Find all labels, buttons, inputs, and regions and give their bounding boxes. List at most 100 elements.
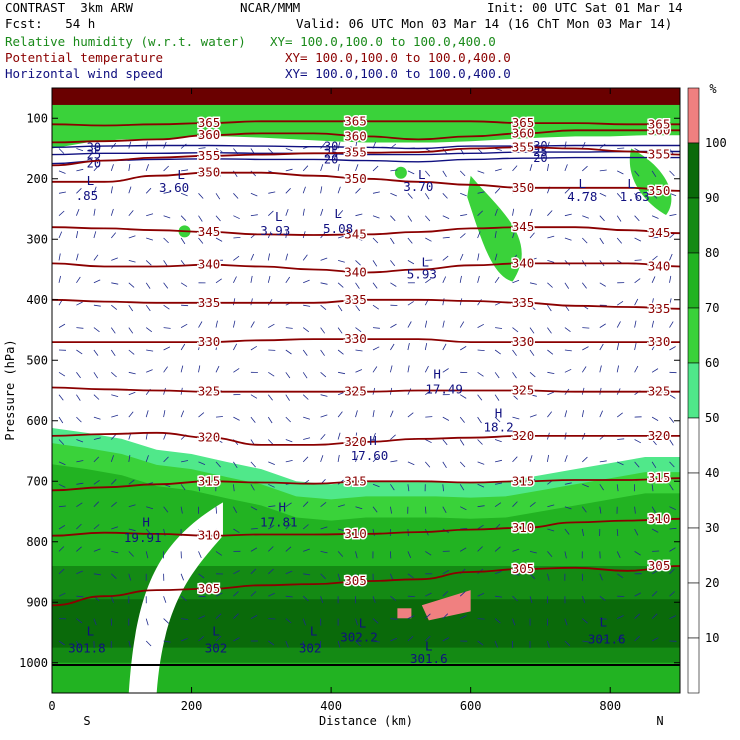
wind-vector: [198, 343, 201, 351]
wind-vector: [581, 410, 584, 418]
wind-vector: [163, 237, 169, 244]
wind-vector: [599, 460, 607, 463]
wind-vector: [669, 615, 677, 619]
wind-vector: [76, 502, 83, 508]
wind-vector: [180, 484, 186, 491]
wind-vector: [407, 343, 410, 351]
theta-contour-label: 355: [198, 148, 221, 163]
wind-vector: [198, 237, 204, 244]
theta-contour-label: 325: [344, 384, 367, 399]
wind-vector: [215, 551, 223, 556]
x-tick-label: 400: [320, 699, 342, 713]
wind-vector: [355, 327, 362, 333]
wind-vector: [145, 618, 149, 626]
extremum-label: L: [310, 624, 318, 639]
x-tick-label: 200: [181, 699, 203, 713]
extremum-label: 302: [205, 640, 228, 655]
wind-vector: [320, 501, 327, 508]
forecast-hour: Fcst: 54 h: [5, 16, 96, 31]
wind-vector: [529, 349, 535, 356]
wind-vector: [128, 235, 136, 239]
wind-vector: [198, 595, 206, 598]
wind-vector: [146, 237, 154, 241]
theta-contour-label: 345: [344, 226, 367, 241]
wind-vector: [372, 528, 375, 536]
wind-vector: [110, 349, 116, 357]
rh-dry-notch: [128, 502, 223, 693]
colorbar-segment: [687, 307, 700, 364]
theta-contour-label: 340: [198, 257, 221, 272]
y-tick-label: 400: [26, 293, 48, 307]
wind-vector: [442, 343, 447, 351]
colorbar-segment: [687, 142, 700, 199]
wind-vector: [634, 215, 640, 222]
wind-vector: [390, 618, 398, 620]
extremum-label: 19.91: [124, 530, 162, 545]
wind-vector: [494, 349, 501, 355]
wind-vector: [355, 410, 358, 418]
wind-vector: [651, 215, 659, 219]
wind-vector: [390, 192, 397, 197]
wind-vector: [233, 591, 239, 597]
wind-vector: [634, 592, 641, 597]
wind-vector: [390, 573, 394, 581]
wind-vector: [250, 345, 258, 351]
wind-vector: [529, 414, 537, 418]
wind-vector: [320, 304, 327, 311]
extremum-label: H: [495, 406, 503, 421]
extremum-label: 301.6: [588, 631, 626, 646]
wind-vector: [58, 253, 61, 261]
wind-vector: [547, 551, 553, 557]
wind-vector: [634, 193, 639, 200]
theta-contour-310: [52, 517, 680, 537]
wind-vector: [93, 437, 101, 440]
wind-vector: [76, 188, 82, 194]
wind-vector: [651, 255, 658, 261]
wind-vector: [93, 165, 99, 172]
wind-vector: [285, 253, 288, 261]
theta-contour-label: 330: [512, 334, 535, 349]
wind-vector: [320, 327, 326, 334]
theta-contour-label: 365: [512, 115, 535, 130]
wind-vector: [459, 591, 466, 597]
wind-vector: [372, 640, 380, 643]
extremum-label: H: [369, 433, 377, 448]
wind-vector: [250, 192, 258, 197]
wind-vector: [390, 365, 393, 373]
wind-vector: [494, 502, 502, 508]
extremum-label: L: [87, 173, 95, 188]
wind-vector: [180, 343, 186, 351]
wind-vector: [285, 394, 290, 401]
extremum-label: 5.08: [323, 221, 353, 236]
extremum-label: 5.93: [407, 267, 437, 282]
wind-vector: [337, 327, 343, 334]
wind-vector: [58, 546, 65, 552]
wind-vector: [250, 394, 258, 399]
wind-vector: [128, 282, 135, 288]
wind-vector: [93, 479, 100, 485]
wind-vector: [93, 208, 96, 216]
wind-vector: [372, 506, 378, 513]
wind-vector: [634, 635, 640, 642]
y-tick-label: 500: [26, 353, 48, 367]
wind-vector: [494, 148, 502, 151]
wind-vector: [302, 524, 309, 530]
wind-vector: [337, 210, 344, 216]
wind-vector: [599, 192, 607, 197]
wind-vector: [669, 214, 677, 217]
wind-vector: [669, 346, 676, 351]
valid-time: Valid: 06 UTC Mon 03 Mar 14 (16 ChT Mon …: [296, 16, 673, 31]
wind-vector: [58, 371, 66, 377]
wind-vector: [669, 298, 672, 306]
wind-vector: [337, 551, 344, 557]
wind-vector: [425, 635, 431, 642]
wind-vector: [198, 551, 202, 559]
wind-vector: [547, 260, 555, 263]
theta-contour-label: 315: [648, 470, 671, 485]
wind-vector: [163, 432, 167, 440]
colorbar-tick-label: 70: [705, 301, 719, 315]
wind-vector: [460, 615, 467, 619]
theta-contour-label: 330: [198, 334, 221, 349]
wind-vector: [58, 191, 66, 194]
wind-vector: [180, 573, 184, 581]
